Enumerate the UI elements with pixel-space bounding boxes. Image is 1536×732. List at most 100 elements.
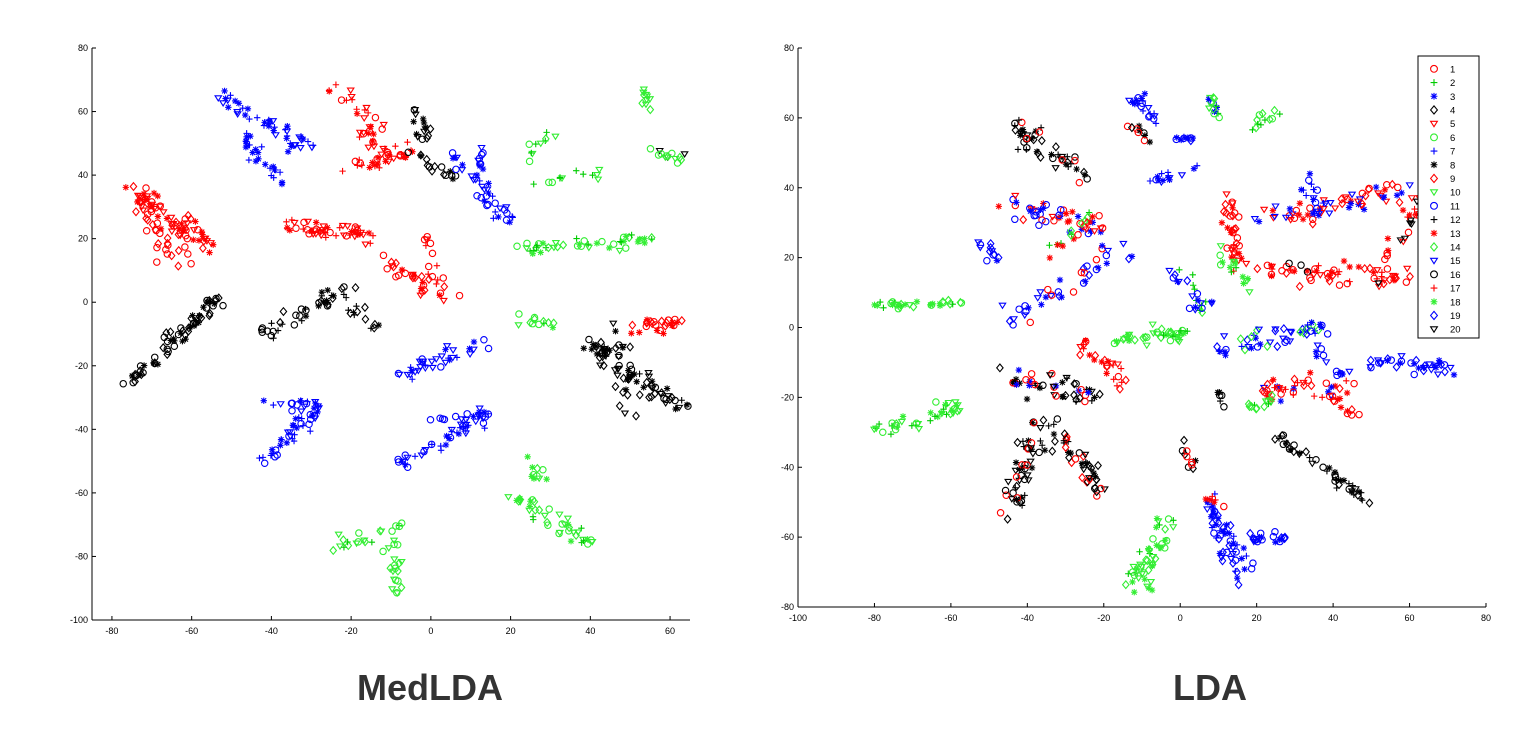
lda-point-series-15 <box>1144 105 1153 112</box>
lda-point-series-11 <box>1410 370 1418 379</box>
lda-point-series-17 <box>1310 392 1318 400</box>
lda-point-series-4 <box>1353 490 1362 500</box>
lda-point-series-11 <box>1032 208 1040 216</box>
medlda-point-series-13 <box>286 227 294 234</box>
lda-x-tick-label: 0 <box>1178 613 1183 623</box>
medlda-point-series-4 <box>619 373 628 383</box>
lda-point-series-16 <box>1285 259 1293 268</box>
lda-point-series-3 <box>1286 205 1294 213</box>
medlda-point-series-9 <box>143 215 152 225</box>
lda-point-series-11 <box>1280 534 1288 542</box>
lda-point-series-14 <box>1166 328 1175 338</box>
medlda-point-series-4 <box>422 154 431 165</box>
lda-legend-label-19: 19 <box>1450 311 1461 322</box>
lda-point-series-15 <box>1150 113 1159 121</box>
medlda-point-series-13 <box>140 190 148 198</box>
lda-point-series-8 <box>1048 151 1055 158</box>
lda-point-series-19 <box>1219 523 1228 533</box>
medlda-point-series-9 <box>628 320 637 330</box>
lda-point-series-11 <box>989 251 997 259</box>
medlda-point-series-3 <box>221 87 228 95</box>
lda-point-series-4 <box>1095 389 1104 399</box>
lda-point-series-5 <box>1107 360 1117 368</box>
medlda-point-series-2 <box>340 544 348 551</box>
medlda-point-series-1 <box>182 226 190 234</box>
medlda-point-series-16 <box>151 359 159 368</box>
lda-point-series-5 <box>1096 225 1106 233</box>
lda-point-series-12 <box>1277 432 1284 440</box>
medlda-point-series-1 <box>337 96 346 104</box>
lda-point-series-8 <box>1028 135 1035 143</box>
lda-point-series-4 <box>1302 447 1310 457</box>
lda-point-series-9 <box>1307 380 1316 391</box>
medlda-point-series-6 <box>392 522 400 530</box>
lda-point-series-11 <box>1387 356 1396 364</box>
medlda-point-series-13 <box>673 319 681 326</box>
lda-legend-marker-2 <box>1430 79 1438 86</box>
lda-point-series-9 <box>1290 374 1299 384</box>
lda-point-series-7 <box>1146 177 1154 185</box>
medlda-point-series-5 <box>319 223 328 231</box>
medlda-point-series-8 <box>375 321 382 329</box>
lda-point-series-12 <box>1023 146 1030 153</box>
lda-point-series-18 <box>899 413 907 420</box>
lda-point-series-6 <box>1143 333 1151 341</box>
lda-point-series-13 <box>1303 267 1311 275</box>
lda-point-series-15 <box>1203 506 1212 514</box>
medlda-point-series-14 <box>361 537 370 547</box>
medlda-point-series-17 <box>433 280 440 288</box>
medlda-point-series-11 <box>260 459 269 467</box>
lda-point-series-12 <box>1019 438 1027 445</box>
lda-point-series-12 <box>1088 397 1096 404</box>
medlda-point-series-11 <box>503 209 511 217</box>
medlda-point-series-13 <box>628 330 635 337</box>
lda-points <box>870 90 1458 596</box>
lda-point-series-12 <box>1021 492 1028 499</box>
medlda-point-series-10 <box>388 586 397 594</box>
lda-point-series-3 <box>1298 186 1305 193</box>
lda-legend-label-20: 20 <box>1450 325 1461 336</box>
medlda-point-series-5 <box>189 227 199 234</box>
lda-point-series-15 <box>1286 328 1295 336</box>
medlda-point-series-6 <box>395 522 404 531</box>
medlda-point-series-15 <box>447 426 457 434</box>
lda-point-series-12 <box>1306 454 1313 461</box>
lda-point-series-11 <box>1169 274 1178 282</box>
medlda-point-series-8 <box>302 312 310 320</box>
lda-point-series-14 <box>1252 403 1261 413</box>
lda-point-series-13 <box>1054 241 1061 249</box>
lda-point-series-11 <box>1367 363 1375 372</box>
medlda-point-series-7 <box>489 192 496 200</box>
lda-point-series-15 <box>1345 368 1354 376</box>
medlda-point-series-3 <box>445 435 453 442</box>
lda-point-series-9 <box>1388 179 1397 190</box>
lda-point-series-15 <box>1427 366 1436 374</box>
lda-point-series-11 <box>1282 336 1291 344</box>
medlda-point-series-15 <box>310 398 320 406</box>
medlda-point-series-4 <box>370 319 379 330</box>
medlda-point-series-15 <box>465 351 475 359</box>
lda-point-series-9 <box>1083 218 1092 228</box>
lda-point-series-3 <box>1234 574 1241 582</box>
medlda-point-series-14 <box>565 522 574 533</box>
medlda-point-series-3 <box>475 409 483 416</box>
lda-point-series-9 <box>1221 199 1230 210</box>
medlda-point-series-4 <box>205 295 214 306</box>
medlda-point-series-18 <box>524 453 531 460</box>
lda-point-series-18 <box>929 300 936 308</box>
medlda-point-series-10 <box>549 244 559 252</box>
medlda-point-series-17 <box>283 218 290 225</box>
lda-point-series-3 <box>1207 513 1215 520</box>
medlda-point-series-13 <box>365 130 372 137</box>
medlda-point-series-9 <box>154 239 163 249</box>
lda-point-series-12 <box>1289 446 1296 453</box>
medlda-point-series-16 <box>269 327 277 336</box>
medlda-point-series-7 <box>309 142 317 149</box>
lda-point-series-14 <box>1141 332 1150 343</box>
medlda-point-series-15 <box>399 458 408 466</box>
medlda-point-series-1 <box>187 259 195 268</box>
lda-point-series-1 <box>1277 390 1285 398</box>
lda-x-tick-label: -100 <box>789 613 807 623</box>
medlda-x-tick-label: 40 <box>585 626 595 636</box>
lda-point-series-3 <box>1025 304 1032 312</box>
